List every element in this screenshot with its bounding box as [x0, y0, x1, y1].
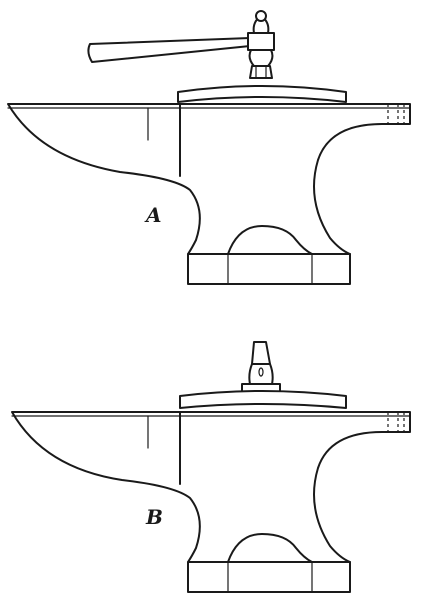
figure-a: A — [7, 10, 411, 285]
workpiece-bar — [179, 390, 347, 409]
anvil-a — [7, 103, 411, 285]
figure-b: B — [11, 341, 411, 593]
anvil-b — [11, 411, 411, 593]
figure-label-b: B — [145, 505, 163, 529]
workpiece-bar — [177, 85, 347, 103]
figure-label-a: A — [144, 203, 162, 227]
hammer-icon — [87, 10, 275, 79]
fuller-tool-icon — [241, 341, 281, 395]
